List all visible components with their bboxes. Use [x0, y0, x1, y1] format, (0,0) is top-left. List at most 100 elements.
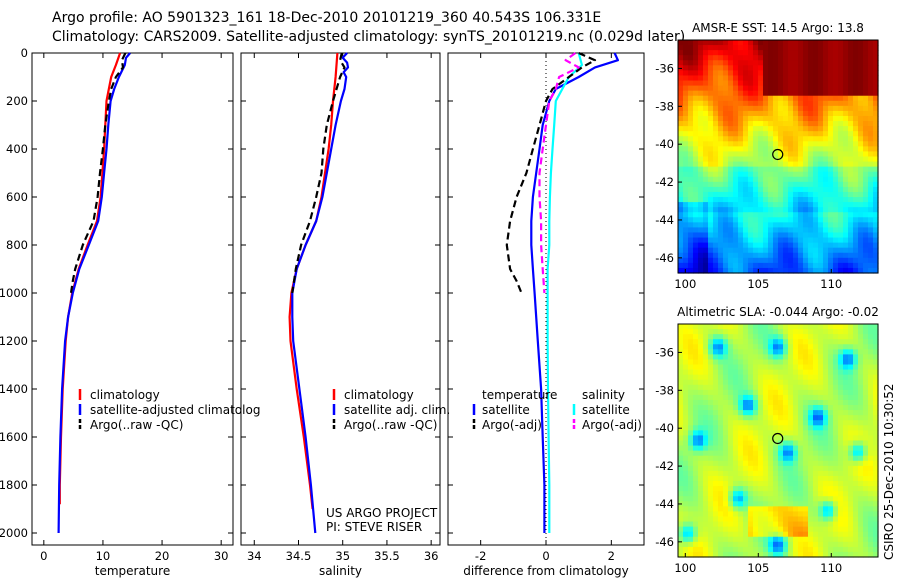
heatmap-cell	[803, 227, 809, 234]
heatmap-cell	[718, 491, 724, 497]
heatmap-cell	[688, 455, 694, 462]
heatmap-cell	[688, 146, 694, 153]
heatmap-cell	[793, 339, 799, 345]
heatmap-cell	[743, 55, 749, 61]
heatmap-cell	[868, 65, 874, 71]
heatmap-cell	[803, 217, 809, 223]
heatmap-cell	[728, 420, 734, 426]
heatmap-cell	[868, 110, 874, 117]
heatmap-cell	[873, 90, 879, 97]
heatmap-cell	[843, 171, 849, 178]
heatmap-cell	[738, 186, 744, 193]
heatmap-cell	[813, 222, 819, 229]
heatmap-cell	[833, 141, 839, 147]
heatmap-cell	[818, 450, 824, 457]
heatmap-cell	[783, 151, 789, 158]
heatmap-cell	[793, 394, 799, 401]
heatmap-cell	[738, 374, 744, 381]
heatmap-cell	[853, 85, 859, 92]
heatmap-cell	[708, 389, 714, 396]
diff-legend-label-temperature: satellite	[482, 403, 530, 417]
heatmap-cell	[693, 161, 699, 168]
heatmap-cell	[768, 75, 774, 82]
heatmap-cell	[783, 262, 789, 269]
heatmap-cell	[693, 465, 699, 472]
heatmap-cell	[793, 354, 799, 361]
heatmap-cell	[848, 85, 854, 92]
heatmap-cell	[698, 470, 704, 477]
heatmap-cell	[788, 70, 794, 77]
heatmap-cell	[798, 486, 804, 492]
heatmap-cell	[863, 242, 869, 249]
heatmap-cell	[723, 475, 729, 482]
heatmap-cell	[788, 526, 794, 533]
heatmap-cell	[788, 80, 794, 87]
heatmap-cell	[848, 329, 854, 335]
heatmap-cell	[708, 511, 714, 518]
heatmap-cell	[793, 267, 799, 274]
heatmap-cell	[843, 394, 849, 401]
heatmap-cell	[748, 450, 754, 457]
heatmap-cell	[848, 232, 854, 239]
heatmap-cell	[758, 531, 764, 538]
heatmap-cell	[773, 217, 779, 223]
heatmap-cell	[783, 95, 789, 102]
heatmap-cell	[693, 202, 699, 208]
temperature-legend-label: climatology	[90, 388, 160, 402]
heatmap-cell	[758, 40, 764, 46]
heatmap-cell	[828, 440, 834, 447]
heatmap-cell	[813, 262, 819, 269]
heatmap-cell	[783, 526, 789, 533]
heatmap-cell	[773, 445, 779, 452]
heatmap-cell	[873, 349, 879, 355]
heatmap-cell	[853, 267, 859, 274]
heatmap-cell	[853, 354, 859, 361]
heatmap-cell	[753, 217, 759, 223]
heatmap-cell	[783, 334, 789, 340]
heatmap-cell	[803, 470, 809, 477]
heatmap-cell	[858, 121, 864, 127]
heatmap-cell	[728, 267, 734, 274]
heatmap-cell	[738, 475, 744, 482]
heatmap-cell	[848, 141, 854, 147]
heatmap-cell	[758, 95, 764, 102]
heatmap-cell	[738, 65, 744, 71]
heatmap-cell	[753, 516, 759, 523]
heatmap-cell	[833, 80, 839, 87]
heatmap-cell	[828, 50, 834, 56]
heatmap-cell	[828, 237, 834, 244]
heatmap-cell	[773, 191, 779, 198]
heatmap-cell	[848, 339, 854, 345]
heatmap-cell	[693, 105, 699, 112]
heatmap-cell	[768, 126, 774, 132]
heatmap-cell	[858, 369, 864, 376]
heatmap-cell	[693, 546, 699, 553]
heatmap-cell	[683, 50, 689, 56]
heatmap-cell	[713, 136, 719, 142]
heatmap-cell	[813, 420, 819, 426]
heatmap-cell	[863, 359, 869, 366]
heatmap-cell	[763, 354, 769, 361]
heatmap-cell	[848, 75, 854, 82]
heatmap-cell	[748, 430, 754, 437]
heatmap-cell	[843, 237, 849, 244]
heatmap-cell	[773, 470, 779, 477]
heatmap-cell	[713, 191, 719, 198]
heatmap-cell	[743, 202, 749, 208]
heatmap-cell	[753, 405, 759, 411]
heatmap-cell	[763, 141, 769, 147]
heatmap-cell	[708, 105, 714, 112]
heatmap-cell	[748, 425, 754, 431]
heatmap-cell	[698, 55, 704, 61]
heatmap-cell	[708, 217, 714, 223]
heatmap-cell	[758, 202, 764, 208]
heatmap-cell	[863, 445, 869, 452]
heatmap-cell	[808, 491, 814, 497]
heatmap-cell	[698, 232, 704, 239]
heatmap-cell	[718, 217, 724, 223]
heatmap-cell	[713, 551, 719, 558]
heatmap-cell	[753, 45, 759, 51]
heatmap-cell	[823, 166, 829, 173]
heatmap-cell	[713, 354, 719, 361]
heatmap-cell	[808, 156, 814, 163]
